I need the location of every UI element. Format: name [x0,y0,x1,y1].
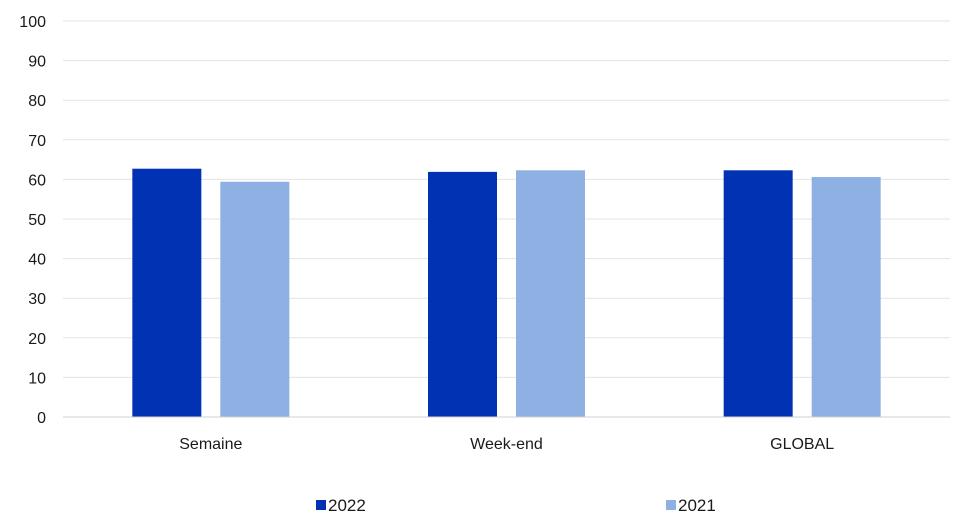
y-tick-label-90: 90 [28,54,46,71]
y-tick-label-50: 50 [28,212,46,229]
bar-2021-week-end [516,170,585,417]
y-axis-tick-labels: 0 10 20 30 40 50 60 70 80 90 100 [19,14,46,427]
y-tick-label-100: 100 [19,14,46,31]
bar-2021-semaine [220,181,290,417]
y-tick-label-0: 0 [37,410,46,427]
y-tick-label-70: 70 [28,133,46,150]
y-tick-label-20: 20 [28,331,46,348]
bar-2021-global [811,177,881,417]
y-tick-label-30: 30 [28,291,46,308]
y-tick-label-40: 40 [28,252,46,269]
x-axis-category-labels: Semaine Week-end GLOBAL [179,436,834,453]
legend-swatch-2022 [316,500,326,510]
x-category-label-global: GLOBAL [770,436,834,453]
x-category-label-semaine: Semaine [179,436,242,453]
legend: 2022 2021 [316,496,716,513]
legend-label-2022: 2022 [328,496,366,513]
y-tick-label-80: 80 [28,93,46,110]
x-category-label-week-end: Week-end [470,436,543,453]
bar-2022-week-end [428,171,497,417]
legend-label-2021: 2021 [678,496,716,513]
bars [132,168,881,417]
y-tick-label-10: 10 [28,370,46,387]
bar-2022-semaine [132,168,202,417]
y-tick-label-60: 60 [28,172,46,189]
gridlines [63,20,950,378]
bar-2022-global [723,170,793,417]
legend-swatch-2021 [666,500,676,510]
